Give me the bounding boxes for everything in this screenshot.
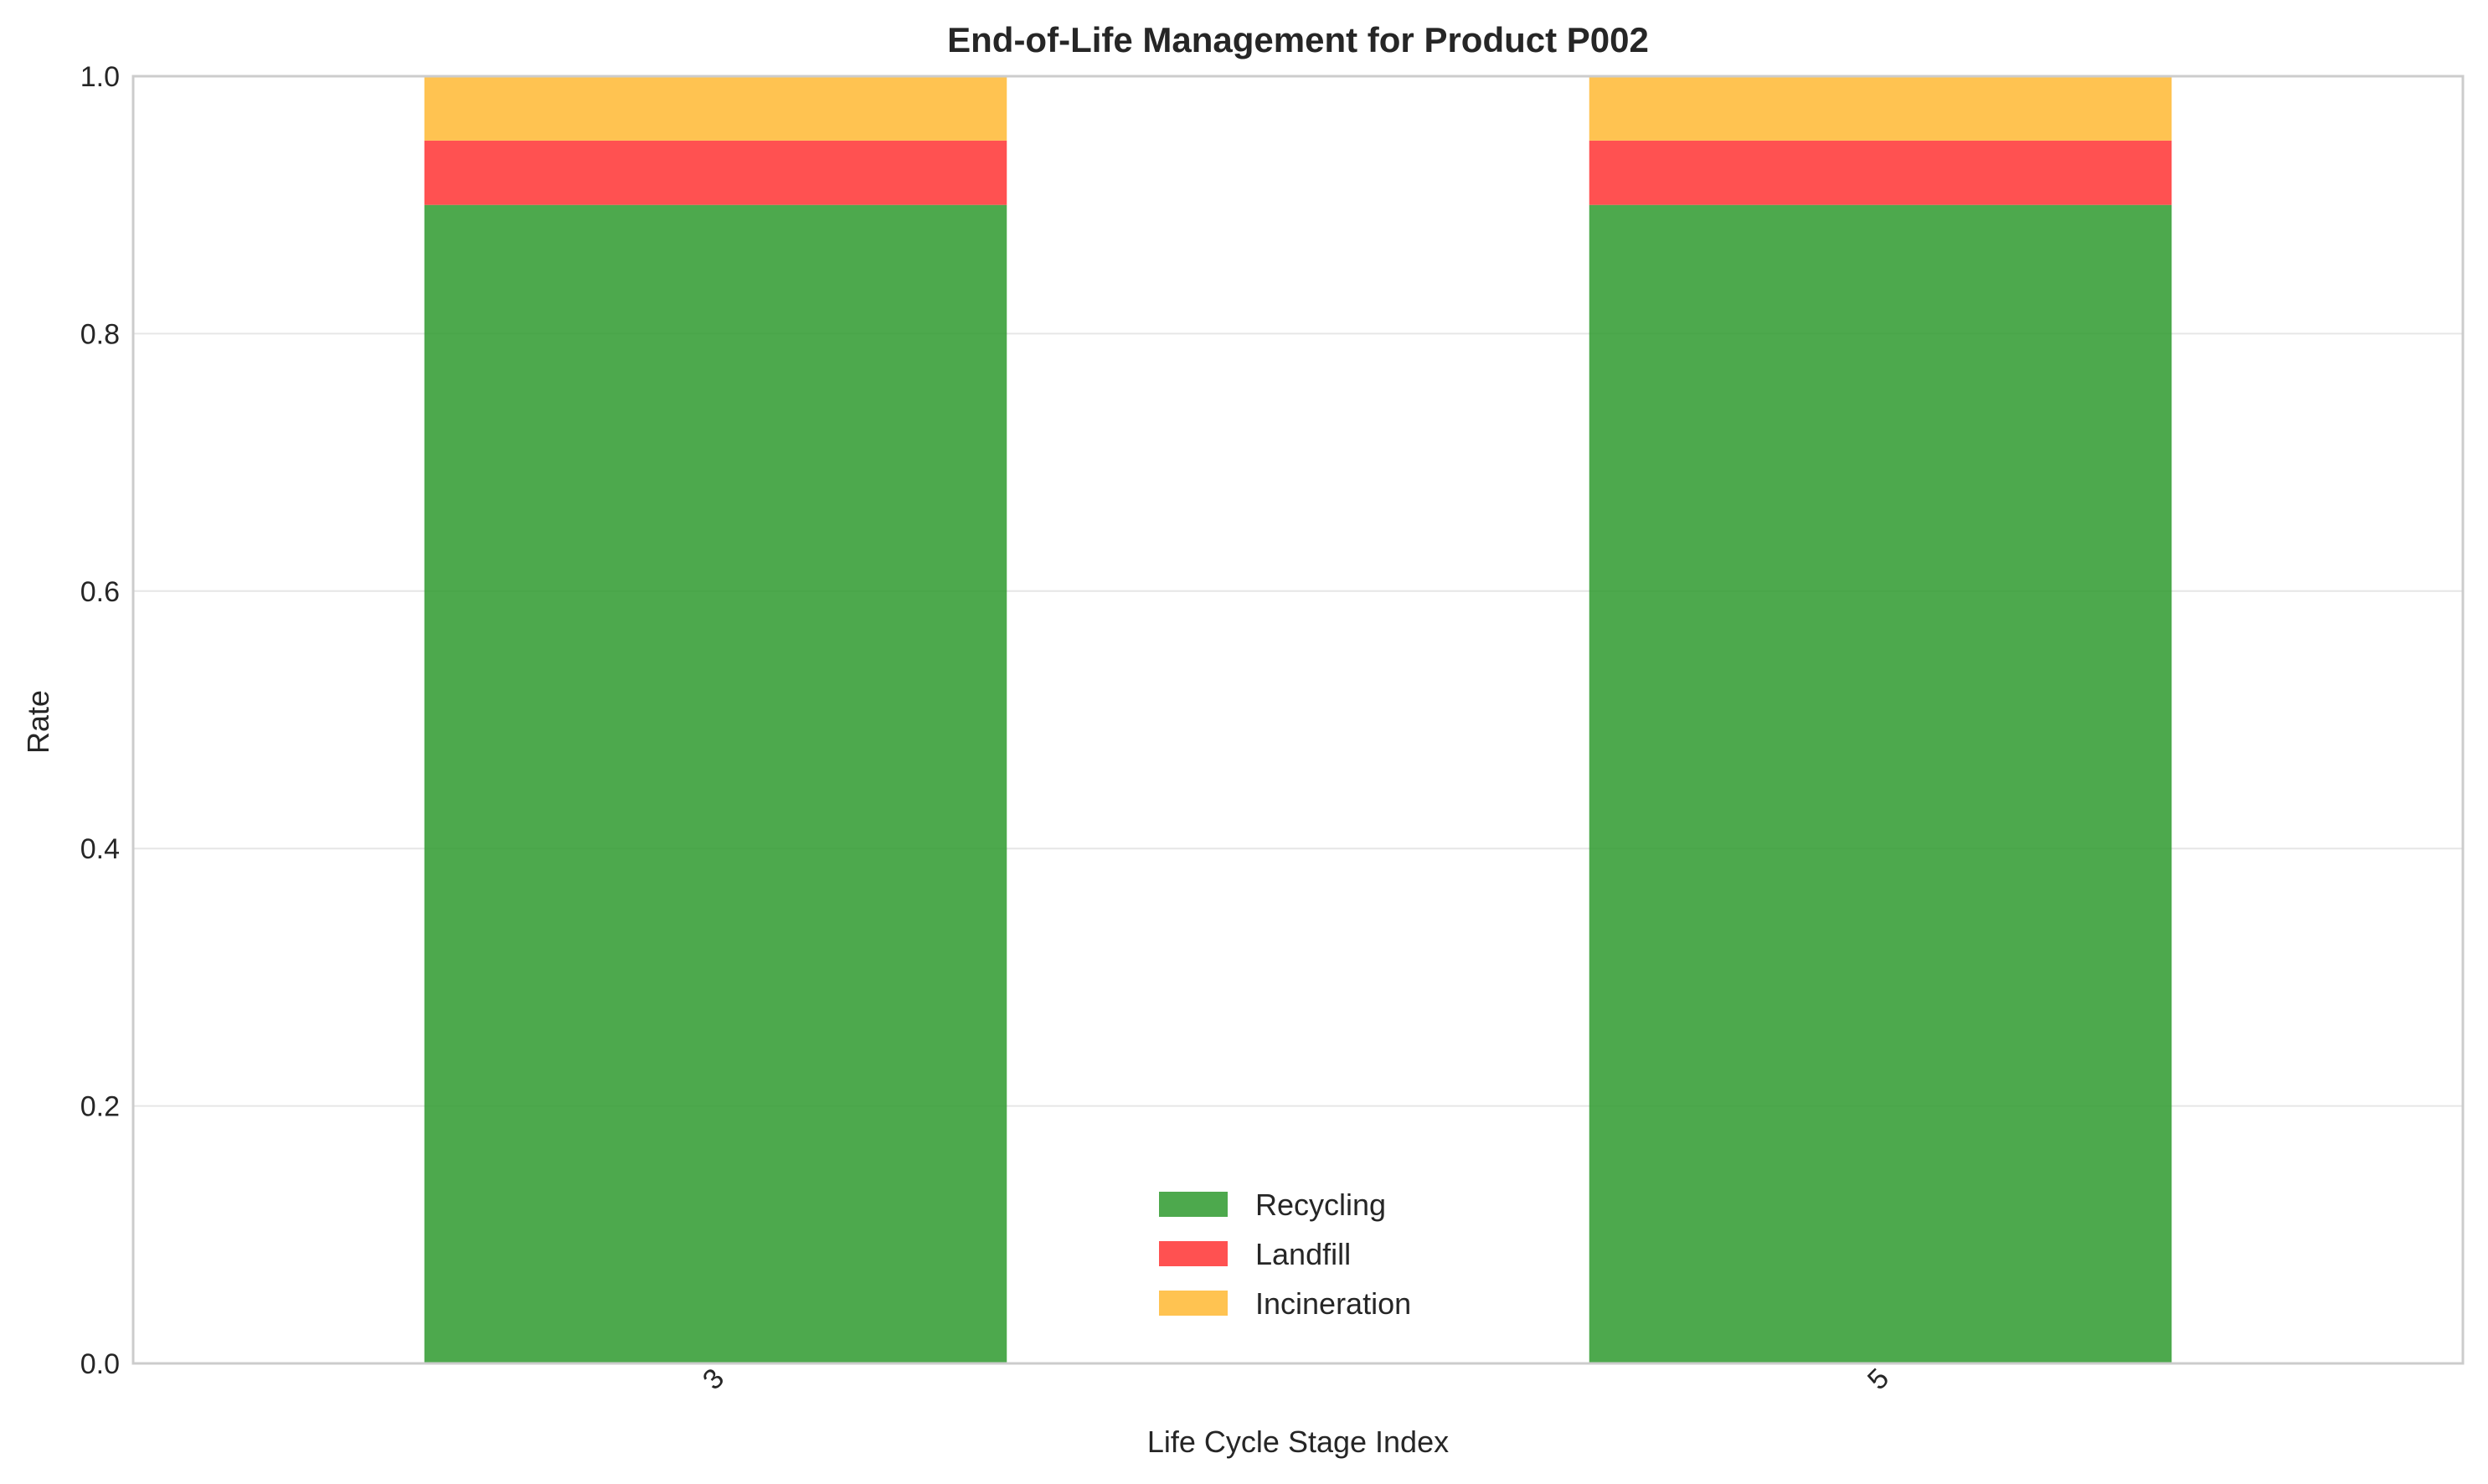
bar-landfill-3 — [424, 140, 1007, 205]
x-tick-label: 5 — [1862, 1363, 1895, 1396]
bar-incineration-5 — [1589, 76, 2172, 141]
y-axis-label: Rate — [21, 690, 55, 754]
legend-swatch-incineration — [1159, 1291, 1228, 1316]
legend-label-landfill: Landfill — [1255, 1237, 1351, 1271]
legend: Recycling Landfill Incineration — [1159, 1188, 1411, 1321]
y-tick-label: 0.8 — [80, 318, 120, 350]
legend-label-incineration: Incineration — [1255, 1286, 1411, 1321]
x-axis-label: Life Cycle Stage Index — [1147, 1425, 1449, 1459]
y-tick-label: 0.4 — [80, 833, 120, 865]
y-tick-label: 0.2 — [80, 1091, 120, 1123]
bar-recycling-3 — [424, 204, 1007, 1364]
legend-swatch-landfill — [1159, 1241, 1228, 1266]
legend-label-recycling: Recycling — [1255, 1188, 1386, 1222]
chart-title: End-of-Life Management for Product P002 — [947, 20, 1649, 59]
bar-landfill-5 — [1589, 140, 2172, 205]
bar-incineration-3 — [424, 76, 1007, 141]
y-tick-label: 0.6 — [80, 576, 120, 608]
y-tick-label: 0.0 — [80, 1348, 120, 1380]
legend-swatch-recycling — [1159, 1192, 1228, 1217]
bars — [424, 76, 2172, 1364]
bar-recycling-5 — [1589, 204, 2172, 1364]
y-axis-ticks: 0.0 0.2 0.4 0.6 0.8 1.0 — [80, 61, 120, 1380]
y-tick-label: 1.0 — [80, 61, 120, 93]
plot-frame — [131, 75, 2465, 1365]
x-tick-label: 3 — [697, 1363, 730, 1396]
